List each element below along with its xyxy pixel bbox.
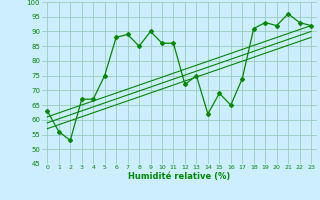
X-axis label: Humidité relative (%): Humidité relative (%) [128, 172, 230, 181]
